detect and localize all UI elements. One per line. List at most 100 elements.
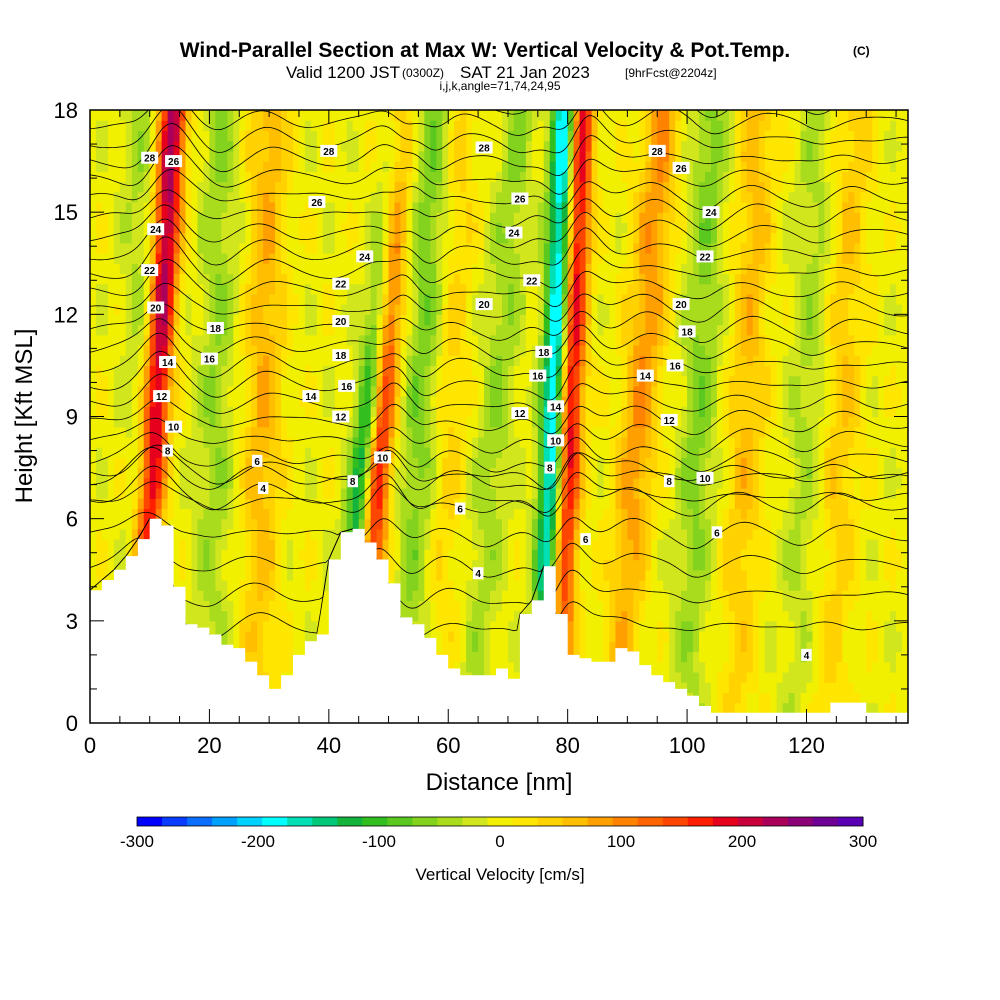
velocity-cell (322, 242, 330, 254)
velocity-cell (436, 447, 443, 458)
velocity-cell (95, 110, 103, 121)
velocity-cell (203, 447, 211, 458)
velocity-cell (328, 426, 336, 438)
velocity-cell (221, 457, 228, 469)
velocity-cell (161, 488, 169, 499)
velocity-cell (549, 293, 557, 305)
velocity-cell (519, 171, 527, 183)
velocity-cell (424, 569, 431, 581)
velocity-cell (436, 467, 443, 479)
velocity-cell (161, 201, 169, 213)
velocity-cell (436, 539, 443, 550)
velocity-cell (233, 365, 240, 377)
velocity-cell (454, 212, 461, 223)
velocity-cell (119, 436, 127, 448)
velocity-cell (310, 324, 318, 336)
velocity-cell (119, 416, 127, 428)
velocity-cell (460, 242, 467, 254)
velocity-cell (490, 130, 497, 142)
velocity-cell (555, 314, 563, 326)
velocity-cell (567, 436, 575, 448)
velocity-cell (328, 528, 336, 540)
velocity-cell (269, 518, 276, 530)
velocity-cell (412, 518, 419, 530)
velocity-cell (233, 334, 240, 346)
velocity-cell (191, 201, 199, 213)
velocity-cell (352, 304, 360, 315)
velocity-cell (400, 201, 408, 213)
velocity-cell (101, 416, 109, 428)
velocity-cell (525, 579, 533, 591)
velocity-cell (245, 559, 252, 571)
velocity-cell (221, 539, 228, 550)
velocity-cell (257, 375, 264, 387)
velocity-cell (561, 467, 569, 479)
velocity-cell (287, 283, 294, 295)
velocity-cell (436, 304, 443, 315)
velocity-cell (412, 201, 419, 213)
velocity-cell (107, 263, 115, 275)
velocity-cell (519, 396, 527, 407)
velocity-cell (472, 651, 479, 663)
velocity-cell (454, 385, 461, 397)
velocity-cell (346, 304, 354, 315)
velocity-cell (90, 416, 97, 428)
velocity-cell (257, 130, 264, 142)
velocity-cell (203, 365, 211, 377)
velocity-cell (239, 579, 246, 591)
velocity-cell (275, 334, 282, 346)
velocity-cell (358, 120, 366, 132)
velocity-cell (298, 528, 306, 540)
velocity-cell (496, 304, 503, 315)
velocity-cell (281, 477, 288, 489)
velocity-cell (161, 181, 169, 193)
velocity-cell (418, 569, 425, 581)
velocity-cell (233, 518, 240, 530)
velocity-cell (484, 651, 491, 663)
velocity-cell (131, 181, 139, 193)
velocity-cell (442, 498, 449, 510)
velocity-cell (328, 406, 336, 418)
velocity-cell (543, 426, 551, 438)
velocity-cell (90, 304, 97, 315)
velocity-cell (460, 559, 467, 571)
velocity-cell (95, 355, 103, 367)
velocity-cell (287, 110, 294, 121)
velocity-cell (322, 161, 330, 172)
velocity-cell (543, 130, 551, 142)
velocity-cell (281, 569, 288, 581)
velocity-cell (501, 375, 509, 387)
velocity-cell (412, 549, 419, 561)
velocity-cell (107, 140, 115, 152)
velocity-cell (454, 539, 461, 550)
velocity-cell (430, 314, 437, 326)
velocity-cell (501, 344, 509, 356)
velocity-cell (484, 508, 491, 520)
velocity-cell (352, 120, 360, 132)
velocity-cell (466, 436, 473, 448)
velocity-cell (281, 549, 288, 561)
velocity-cell (304, 110, 312, 121)
velocity-cell (107, 549, 115, 561)
velocity-cell (173, 355, 181, 367)
velocity-cell (424, 171, 431, 183)
velocity-cell (340, 181, 348, 193)
velocity-cell (352, 518, 360, 530)
velocity-cell (430, 539, 437, 550)
velocity-cell (466, 426, 473, 438)
velocity-cell (430, 579, 437, 591)
velocity-cell (119, 365, 127, 377)
velocity-cell (269, 416, 276, 428)
velocity-cell (364, 273, 372, 285)
velocity-cell (394, 273, 402, 285)
velocity-cell (376, 304, 384, 315)
velocity-cell (442, 641, 449, 653)
velocity-cell (507, 559, 515, 571)
velocity-cell (358, 171, 366, 183)
velocity-cell (298, 549, 306, 561)
velocity-cell (113, 253, 121, 264)
velocity-cell (275, 406, 282, 418)
velocity-cell (531, 263, 539, 275)
velocity-cell (496, 314, 503, 326)
velocity-cell (490, 201, 497, 213)
